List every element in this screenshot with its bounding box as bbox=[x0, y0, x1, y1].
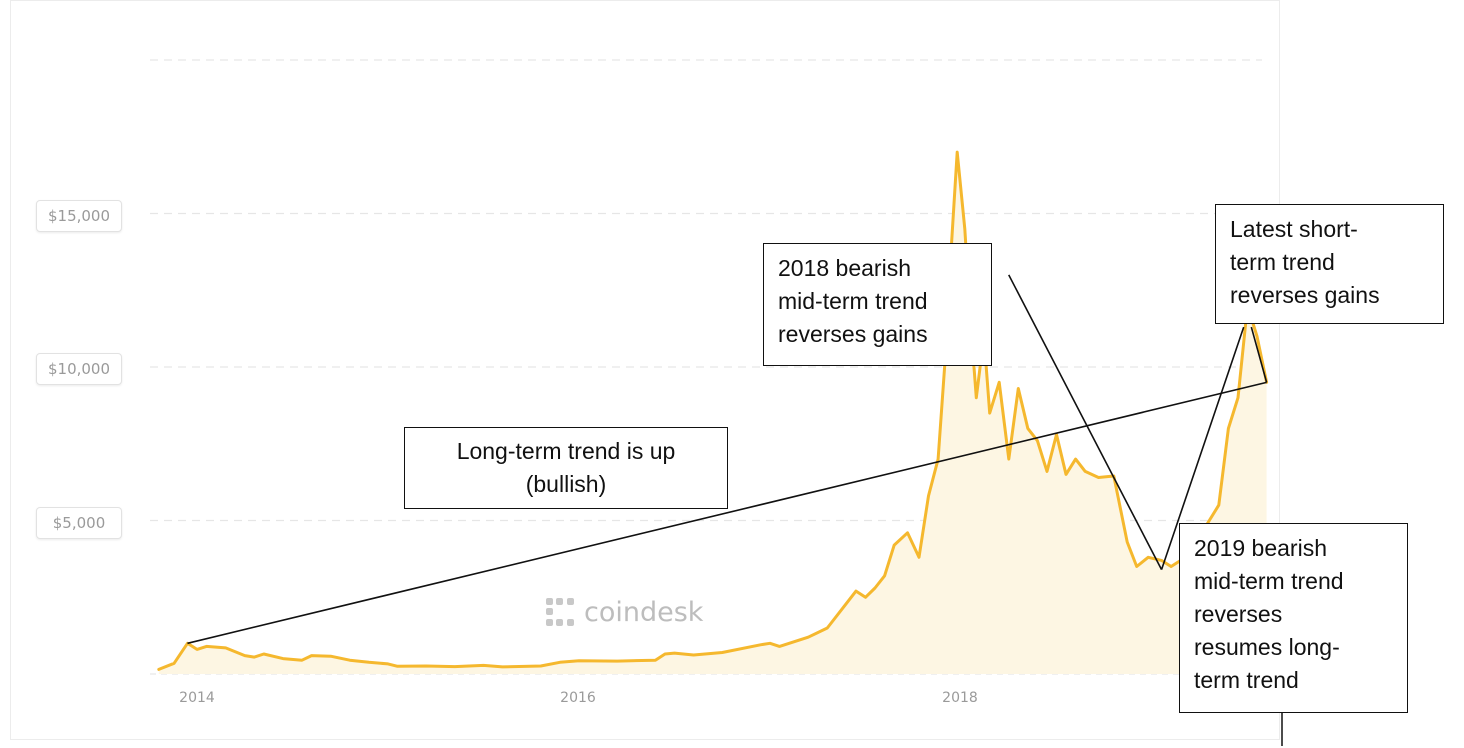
callout-line: reverses gains bbox=[1230, 282, 1380, 308]
callout-line: term trend bbox=[1230, 249, 1335, 275]
callout-line: Latest short- bbox=[1230, 216, 1358, 242]
callout-line: term trend bbox=[1194, 667, 1299, 693]
trend-line-2018-bearish bbox=[1008, 274, 1163, 570]
price-area bbox=[158, 152, 1267, 675]
trend-line-2019-bearish bbox=[1160, 326, 1245, 570]
price-line bbox=[157, 150, 1269, 671]
callout-long-term-trend: Long-term trend is up (bullish) bbox=[404, 427, 728, 509]
y-tick-label-10000: $10,000 bbox=[36, 353, 122, 385]
y-tick-label-5000: $5,000 bbox=[36, 507, 122, 539]
x-tick-label-2018: 2018 bbox=[942, 690, 978, 706]
x-tick-label-2014: 2014 bbox=[179, 690, 215, 706]
callout-short-term-trend: Latest short- term trend reverses gains bbox=[1215, 204, 1444, 324]
callout-line: 2018 bearish bbox=[778, 255, 911, 281]
callout-line: resumes long- bbox=[1194, 634, 1340, 660]
callout-line: Long-term trend is up bbox=[456, 438, 676, 464]
callout-line: reverses gains bbox=[778, 321, 928, 347]
coindesk-watermark: coindesk bbox=[544, 596, 703, 628]
callout-2019-bearish: 2019 bearish mid-term trend reverses res… bbox=[1179, 523, 1408, 713]
coindesk-wordmark: coindesk bbox=[584, 596, 704, 628]
callout-line: 2019 bearish bbox=[1194, 535, 1327, 561]
callout-line: mid-term trend bbox=[1194, 568, 1344, 594]
callout-line: (bullish) bbox=[525, 471, 607, 497]
coindesk-logo-icon bbox=[546, 598, 574, 626]
callout-line: reverses bbox=[1194, 601, 1283, 627]
callout-line: mid-term trend bbox=[778, 288, 928, 314]
callout-2018-bearish: 2018 bearish mid-term trend reverses gai… bbox=[763, 243, 992, 366]
trend-line-short-term bbox=[1250, 326, 1268, 383]
x-tick-label-2016: 2016 bbox=[560, 690, 596, 706]
y-tick-label-15000: $15,000 bbox=[36, 200, 122, 232]
